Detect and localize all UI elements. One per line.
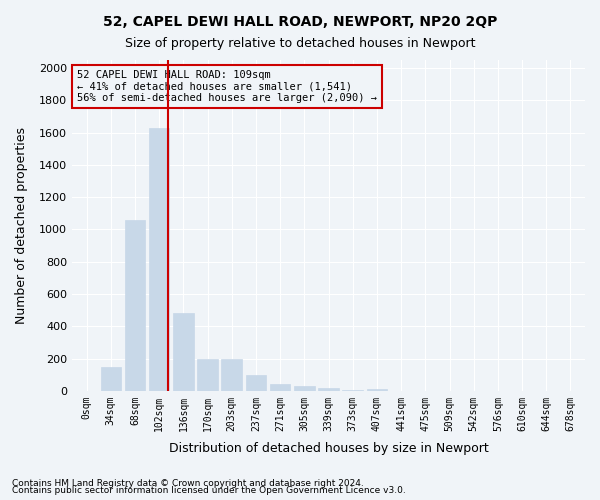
Text: Size of property relative to detached houses in Newport: Size of property relative to detached ho… — [125, 38, 475, 51]
Bar — [294, 386, 314, 391]
Bar — [101, 366, 121, 391]
Text: 52, CAPEL DEWI HALL ROAD, NEWPORT, NP20 2QP: 52, CAPEL DEWI HALL ROAD, NEWPORT, NP20 … — [103, 15, 497, 29]
Bar — [173, 314, 194, 391]
Bar — [270, 384, 290, 391]
X-axis label: Distribution of detached houses by size in Newport: Distribution of detached houses by size … — [169, 442, 488, 455]
Text: Contains HM Land Registry data © Crown copyright and database right 2024.: Contains HM Land Registry data © Crown c… — [12, 478, 364, 488]
Bar — [125, 220, 145, 391]
Bar — [149, 128, 169, 391]
Bar — [197, 358, 218, 391]
Bar — [221, 358, 242, 391]
Bar — [245, 374, 266, 391]
Text: Contains public sector information licensed under the Open Government Licence v3: Contains public sector information licen… — [12, 486, 406, 495]
Bar — [318, 388, 339, 391]
Bar — [343, 390, 363, 391]
Y-axis label: Number of detached properties: Number of detached properties — [15, 127, 28, 324]
Text: 52 CAPEL DEWI HALL ROAD: 109sqm
← 41% of detached houses are smaller (1,541)
56%: 52 CAPEL DEWI HALL ROAD: 109sqm ← 41% of… — [77, 70, 377, 103]
Bar — [367, 389, 387, 391]
